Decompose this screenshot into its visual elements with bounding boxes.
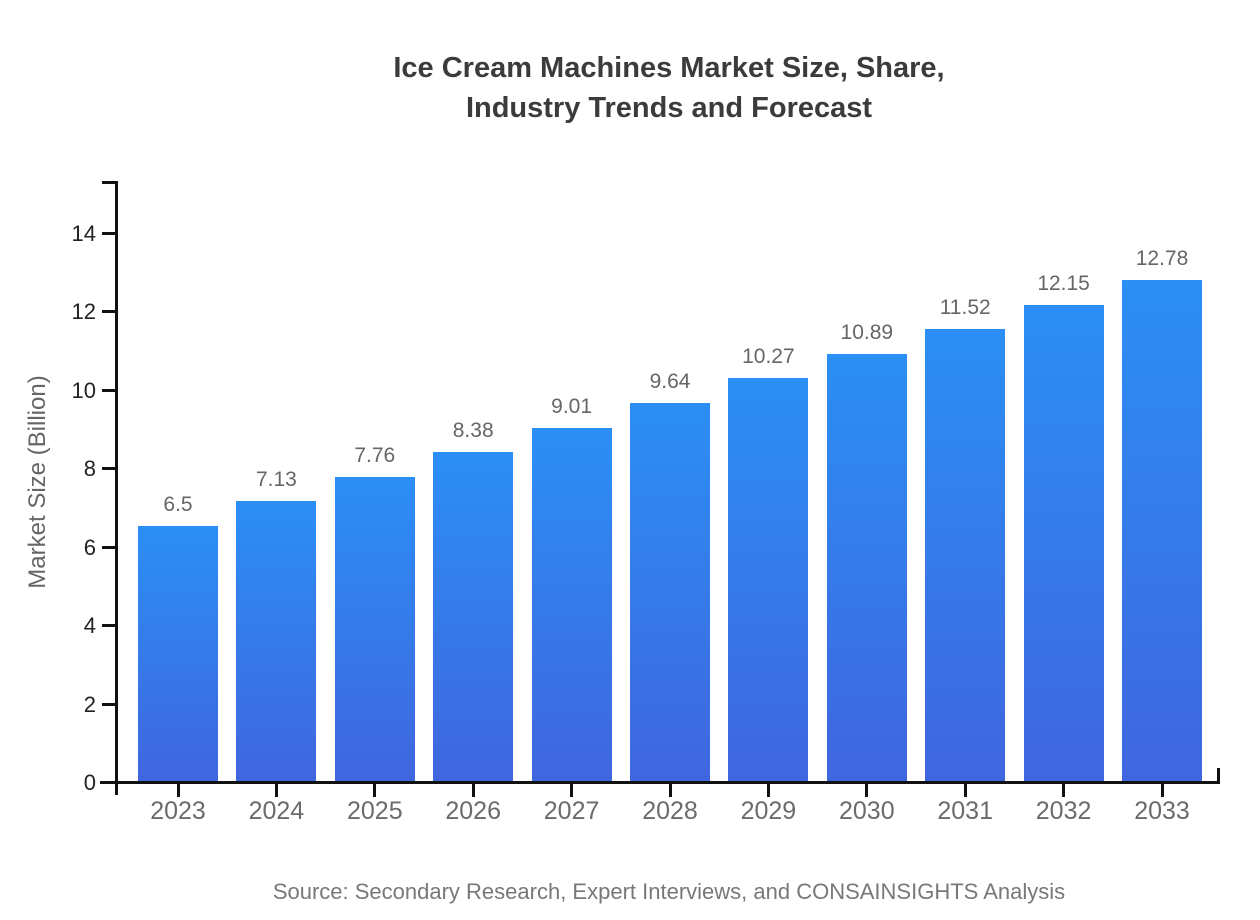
x-tick (766, 781, 770, 797)
x-tick (865, 781, 869, 797)
bar-value-label: 11.52 (939, 296, 991, 320)
bar-value-label: 12.15 (1037, 271, 1090, 295)
chart-title-line-1: Ice Cream Machines Market Size, Share, (393, 52, 945, 84)
x-tick (274, 781, 278, 797)
y-tick-label: 6 (83, 534, 96, 560)
bar (1122, 279, 1202, 781)
x-axis-line (100, 781, 1220, 784)
y-tick (102, 467, 115, 471)
bar-value-label: 9.01 (551, 394, 593, 418)
y-tick-label: 0 (83, 770, 96, 795)
chart-title: Ice Cream Machines Market Size, Share, I… (118, 48, 1220, 128)
x-tick (1160, 781, 1164, 797)
bar-value-label: 10.27 (742, 345, 795, 369)
bar (138, 526, 218, 781)
x-tick-label: 2032 (1035, 797, 1092, 825)
x-tick-label: 2024 (248, 797, 305, 825)
y-tick-label: 10 (71, 377, 96, 403)
y-tick (102, 388, 115, 392)
y-tick (102, 702, 115, 706)
x-tick-label: 2029 (740, 797, 797, 825)
bar-value-label: 9.64 (649, 369, 691, 393)
x-tick (373, 781, 377, 797)
bar (433, 452, 514, 781)
bar (925, 329, 1006, 781)
x-tick-label: 2023 (150, 797, 206, 825)
y-tick-label: 4 (83, 613, 96, 639)
x-tick (176, 781, 180, 797)
bar (1023, 304, 1104, 781)
x-tick (963, 781, 967, 797)
chart-title-line-2: Industry Trends and Forecast (465, 92, 873, 124)
bar-value-label: 7.13 (255, 468, 297, 492)
y-tick-label: 2 (83, 691, 96, 717)
x-tick-label: 2026 (445, 797, 501, 825)
y-axis-line (115, 181, 118, 795)
bar-value-label: 6.5 (163, 493, 193, 517)
source-note: Source: Secondary Research, Expert Inter… (272, 879, 1066, 904)
x-tick-label: 2028 (642, 797, 698, 825)
x-axis-end-cap (1217, 768, 1220, 784)
x-tick (471, 781, 475, 797)
y-tick-label: 8 (83, 456, 96, 482)
x-tick (570, 781, 574, 797)
bar (531, 427, 612, 781)
bar (630, 402, 710, 781)
bar (728, 378, 809, 781)
bar-value-label: 10.89 (840, 320, 894, 344)
bar-value-label: 7.76 (354, 443, 396, 467)
x-tick-label: 2033 (1134, 797, 1190, 825)
bar-value-label: 12.78 (1135, 246, 1189, 270)
y-tick (102, 545, 115, 549)
y-tick (102, 624, 115, 628)
y-axis-end-cap (102, 181, 115, 184)
x-tick-label: 2030 (838, 797, 895, 825)
y-tick (102, 231, 115, 235)
x-tick (1062, 781, 1066, 797)
bar (334, 476, 415, 781)
x-tick-label: 2031 (937, 797, 993, 825)
bar (826, 353, 907, 781)
x-tick-label: 2025 (346, 797, 403, 825)
y-tick-label: 12 (71, 299, 96, 325)
bar (236, 501, 317, 781)
y-tick (102, 310, 115, 314)
x-tick-label: 2027 (543, 797, 600, 825)
bar-value-label: 8.38 (452, 419, 494, 443)
y-tick-label: 14 (71, 220, 96, 246)
x-tick (668, 781, 672, 797)
y-tick (102, 781, 115, 784)
